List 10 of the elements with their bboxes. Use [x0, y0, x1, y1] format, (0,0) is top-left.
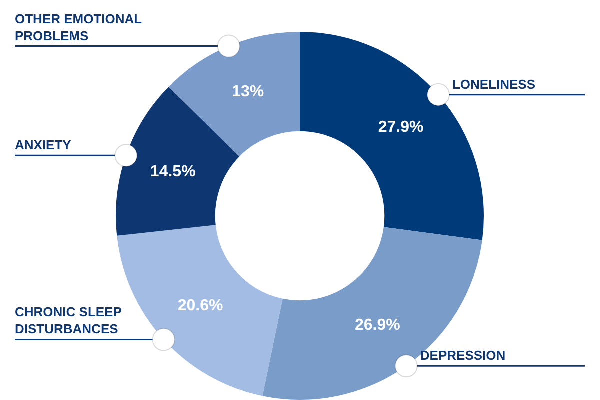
slice-label: DEPRESSION: [420, 348, 506, 364]
data-label: 14.5%: [150, 163, 196, 180]
data-label: 26.9%: [355, 316, 400, 334]
data-label: 20.6%: [178, 298, 224, 315]
data-label: 27.9%: [378, 118, 424, 136]
slice-label: ANXIETY: [15, 138, 72, 153]
data-label: 13%: [232, 84, 264, 101]
slice-label: LONELINESS: [452, 76, 536, 92]
slice-label: CHRONIC SLEEP DISTURBANCES: [15, 304, 122, 337]
slice-label: OTHER EMOTIONAL PROBLEMS: [15, 11, 142, 44]
